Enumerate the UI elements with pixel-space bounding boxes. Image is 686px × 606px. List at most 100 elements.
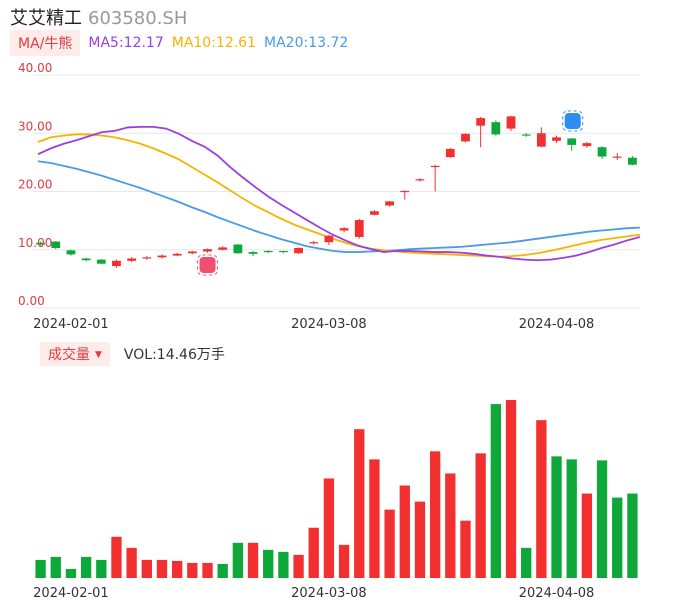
candle-body (370, 211, 379, 215)
price-date-label: 2024-02-01 (33, 317, 109, 332)
volume-bar (521, 547, 532, 578)
candle-body (142, 257, 152, 259)
volume-bar (490, 404, 501, 578)
candle-body (506, 116, 516, 129)
volume-date-label: 2024-04-08 (519, 586, 595, 601)
price-axis-tick: 10.00 (18, 236, 52, 250)
volume-legend: 成交量 ▼ VOL:14.46万手 (40, 342, 225, 366)
volume-bar (338, 544, 350, 578)
volume-date-label: 2024-02-01 (33, 586, 109, 601)
candle-body (476, 118, 486, 126)
volume-indicator-dropdown[interactable]: 成交量 ▼ (40, 342, 110, 366)
volume-bar (551, 456, 562, 578)
volume-bar (505, 400, 517, 578)
candle-body (430, 165, 440, 168)
volume-value: VOL:14.46万手 (123, 347, 225, 363)
volume-bar (445, 473, 456, 578)
volume-bar (460, 520, 471, 578)
volume-bar (126, 547, 137, 578)
candle-body (233, 244, 243, 254)
price-axis-tick: 30.00 (18, 119, 52, 133)
volume-bar (414, 501, 426, 578)
stock-title: 艾艾精工 603580.SH (10, 4, 187, 30)
candle-body (415, 179, 425, 181)
price-axis-tick: 40.00 (18, 61, 52, 75)
sell-signal-icon (562, 110, 584, 132)
volume-bar (217, 563, 228, 578)
candle-body (309, 242, 319, 244)
price-date-label: 2024-04-08 (519, 317, 595, 332)
stock-name: 艾艾精工 (10, 8, 82, 29)
volume-bar (141, 559, 152, 578)
candle-body (36, 242, 45, 245)
candle-body (354, 220, 364, 237)
price-axis-tick: 20.00 (18, 178, 52, 192)
candle-body (127, 258, 137, 261)
volume-bar (627, 493, 638, 578)
candle-body (597, 147, 607, 157)
candle-body (339, 228, 349, 231)
volume-bar (354, 429, 365, 578)
candle-body (203, 249, 212, 252)
price-date-label: 2024-03-08 (291, 317, 367, 332)
ma20-label: MA20:13.72 (264, 35, 349, 51)
volume-bar (278, 551, 289, 578)
volume-bar (323, 478, 335, 578)
volume-bar (566, 459, 577, 578)
candle-body (491, 122, 501, 135)
volume-bar (581, 493, 593, 578)
candle-body (612, 156, 622, 158)
candle-body (248, 252, 258, 254)
volume-bar (596, 460, 608, 578)
volume-indicator-label: 成交量 (48, 347, 90, 363)
candle-body (567, 138, 577, 145)
volume-bar (536, 420, 547, 578)
candle-body (461, 133, 470, 142)
stock-code: 603580.SH (88, 8, 188, 29)
candle-body (628, 157, 637, 165)
volume-bar (293, 554, 304, 578)
candle-body (157, 255, 167, 258)
ma10-label: MA10:12.61 (171, 35, 257, 51)
volume-date-label: 2024-03-08 (291, 586, 367, 601)
price-axis-tick: 0.00 (18, 294, 45, 308)
dropdown-arrow-icon: ▼ (95, 350, 102, 360)
volume-bar (429, 451, 441, 578)
volume-bar (80, 556, 92, 578)
volume-bar (65, 568, 77, 578)
ma-legend: MA/牛熊 MA5:12.17 MA10:12.61 MA20:13.72 (10, 30, 348, 56)
candle-body (294, 248, 303, 254)
volume-bar (96, 559, 107, 578)
volume-bar (187, 562, 198, 578)
volume-bar (172, 560, 183, 578)
candle-body (218, 247, 228, 250)
volume-bar (399, 485, 410, 578)
candle-body (263, 250, 273, 253)
candle-body (400, 190, 410, 193)
volume-bar (247, 542, 259, 578)
volume-bar (475, 453, 486, 578)
candle-body (582, 143, 592, 147)
candle-body (81, 258, 91, 261)
volume-bar (202, 562, 213, 578)
volume-bar (111, 536, 122, 578)
candle-body (51, 241, 61, 249)
volume-bar (156, 559, 168, 578)
candle-body (172, 253, 182, 256)
candle-body (187, 251, 197, 254)
candle-body (385, 201, 395, 206)
volume-bar (308, 527, 319, 578)
volume-bar (232, 542, 244, 578)
volume-bar (369, 459, 380, 578)
candle-body (96, 259, 106, 264)
ma10-line (37, 133, 641, 258)
candle-body (552, 137, 561, 141)
ma5-line (37, 125, 641, 262)
candle-body (112, 260, 121, 267)
ma20-line (37, 160, 641, 253)
candle-body (324, 235, 334, 243)
ma-indicator-tag[interactable]: MA/牛熊 (10, 30, 81, 56)
volume-bar (35, 559, 46, 578)
candle-body (66, 250, 76, 255)
